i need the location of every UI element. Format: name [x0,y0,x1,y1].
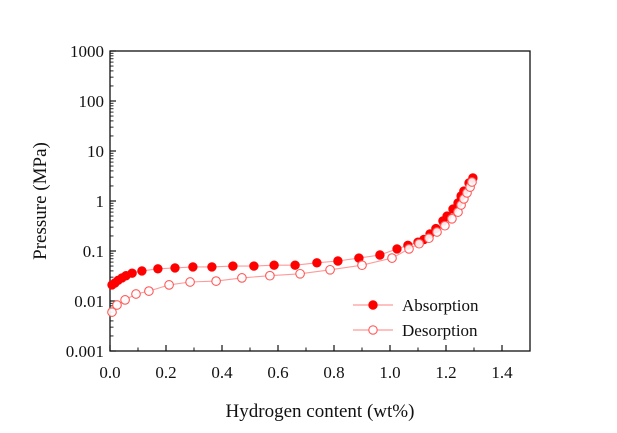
x-tick-label: 1.0 [379,363,400,382]
data-point-absorption [207,262,217,272]
data-point-desorption [107,307,117,317]
y-axis-ticks: 1000 100 10 1 0.1 0.01 0.001 [66,42,116,361]
data-point-desorption [424,233,434,244]
data-point-absorption [375,250,385,260]
x-tick-label: 0.0 [99,363,120,382]
legend-absorption-label: Absorption [402,296,479,315]
x-axis-title: Hydrogen content (wt%) [226,401,415,422]
data-point-absorption [188,262,198,272]
data-point-absorption [312,258,322,268]
data-point-desorption [265,270,275,281]
data-point-desorption [185,277,195,287]
y-tick-label: 10 [87,142,104,161]
data-point-desorption [237,273,247,283]
data-point-absorption [170,263,180,273]
data-point-desorption [440,220,450,231]
data-point-desorption [432,227,442,237]
x-tick-label: 0.4 [211,363,233,382]
data-point-absorption [290,260,300,270]
data-point-desorption [144,286,154,296]
x-tick-label: 0.8 [323,363,344,382]
data-point-desorption [131,289,141,299]
data-point-desorption [467,177,477,187]
legend: Absorption Desorption [353,296,479,340]
data-point-desorption [211,276,221,286]
data-point-desorption [357,260,367,271]
data-point-absorption [127,268,137,278]
data-point-desorption [447,213,457,224]
y-tick-label: 0.01 [74,292,104,311]
data-point-desorption [120,295,130,305]
series-layer [107,173,478,317]
data-point-absorption [269,260,279,270]
data-point-desorption [112,300,122,310]
data-point-absorption [249,261,259,271]
data-point-desorption [414,238,424,249]
data-point-desorption [325,264,335,275]
data-point-absorption [392,244,402,254]
legend-desorption-marker [368,325,378,335]
y-tick-label: 100 [79,92,105,111]
legend-desorption-label: Desorption [402,321,478,340]
data-point-desorption [387,253,397,263]
data-point-desorption [404,244,414,254]
x-tick-label: 1.2 [435,363,456,382]
y-tick-label: 0.001 [66,342,104,361]
data-point-absorption [153,264,163,274]
data-point-desorption [164,280,174,290]
legend-absorption-marker [368,300,378,310]
x-tick-label: 0.6 [267,363,288,382]
y-tick-label: 1000 [70,42,104,61]
x-tick-label: 1.4 [491,363,513,382]
data-point-desorption [295,268,305,279]
data-point-absorption [137,266,147,276]
y-tick-label: 1 [96,192,105,211]
data-point-absorption [333,256,343,266]
x-axis-ticks: 0.0 0.2 0.4 0.6 0.8 1.0 1.2 1.4 [99,345,531,382]
data-point-absorption [228,261,238,271]
y-tick-label: 0.1 [83,242,104,261]
x-tick-label: 0.2 [155,363,176,382]
y-axis-title: Pressure (MPa) [30,142,51,260]
